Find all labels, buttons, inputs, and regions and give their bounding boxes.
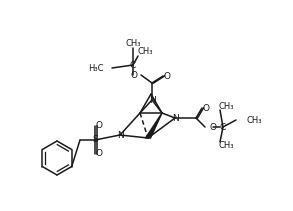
- Text: O: O: [209, 123, 216, 131]
- Text: CH₃: CH₃: [218, 142, 234, 150]
- Text: C: C: [130, 61, 136, 69]
- Text: CH₃: CH₃: [246, 115, 261, 124]
- Text: O: O: [96, 122, 103, 130]
- Text: O: O: [130, 70, 137, 80]
- Text: O: O: [202, 104, 209, 112]
- Text: CH₃: CH₃: [218, 101, 234, 111]
- Text: O: O: [163, 72, 171, 81]
- Text: O: O: [96, 150, 103, 158]
- Polygon shape: [146, 113, 162, 138]
- Text: S: S: [92, 135, 98, 145]
- Text: H₃C: H₃C: [88, 64, 104, 73]
- Text: N: N: [117, 130, 123, 139]
- Text: CH₃: CH₃: [125, 38, 141, 47]
- Text: N: N: [172, 114, 178, 123]
- Text: C: C: [220, 123, 226, 131]
- Text: N: N: [149, 96, 155, 104]
- Text: CH₃: CH₃: [137, 46, 153, 55]
